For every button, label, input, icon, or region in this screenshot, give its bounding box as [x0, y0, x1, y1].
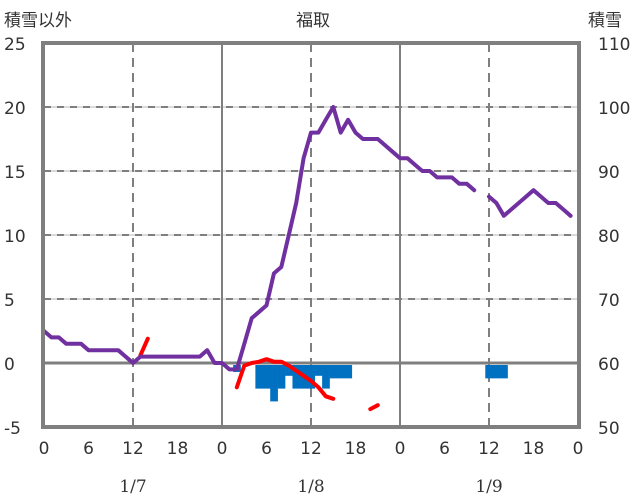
temperature-line	[368, 403, 380, 412]
y-tick-left: 15	[4, 163, 26, 183]
chart-title: 福取	[296, 11, 330, 31]
x-tick: 0	[395, 439, 406, 459]
precip-bar	[277, 365, 286, 389]
precip-bar	[485, 365, 494, 379]
precip-bar	[492, 365, 501, 379]
x-tick: 0	[217, 439, 228, 459]
y-tick-right: 110	[598, 35, 630, 55]
y-tick-right: 70	[598, 291, 620, 311]
precip-bar	[262, 365, 271, 389]
y-tick-left: 25	[4, 35, 26, 55]
x-tick: 6	[83, 439, 94, 459]
y-tick-right: 100	[598, 99, 630, 119]
precip-bar	[292, 365, 301, 389]
y-tick-right: 50	[598, 419, 620, 439]
y-tick-right: 60	[598, 355, 620, 375]
date-label: 1/9	[475, 477, 502, 497]
precip-bar	[329, 365, 338, 379]
precip-bar	[270, 365, 278, 402]
x-tick: 12	[478, 439, 500, 459]
precip-bar	[285, 365, 293, 376]
x-tick: 18	[523, 439, 545, 459]
y-tick-left: 10	[4, 227, 26, 247]
precip-bar	[307, 365, 316, 389]
x-tick: 18	[167, 439, 189, 459]
y-tick-left: 0	[4, 355, 15, 375]
y-tick-right: 80	[598, 227, 620, 247]
plot-frame	[41, 41, 581, 429]
x-tick: 0	[39, 439, 50, 459]
x-tick: 0	[573, 439, 584, 459]
x-tick: 6	[439, 439, 450, 459]
y-tick-left: 20	[4, 99, 26, 119]
temperature-line	[138, 336, 150, 358]
y-tick-left: 5	[4, 291, 15, 311]
x-tick: 18	[345, 439, 367, 459]
x-tick: 6	[261, 439, 272, 459]
right-axis-title: 積雪	[588, 11, 622, 31]
temperature-line	[234, 357, 336, 401]
precip-bar	[314, 365, 323, 376]
precip-bar	[500, 365, 508, 379]
precip-bar	[336, 365, 345, 379]
left-axis-title: 積雪以外	[4, 11, 72, 31]
snow-depth-line	[42, 105, 477, 372]
date-label: 1/7	[119, 477, 146, 497]
y-tick-right: 90	[598, 163, 620, 183]
y-tick-left: -5	[4, 419, 21, 439]
precip-bar	[255, 365, 264, 389]
date-label: 1/8	[297, 477, 324, 497]
precip-bar	[322, 365, 330, 389]
x-tick: 12	[300, 439, 322, 459]
snow-depth-line	[487, 188, 573, 218]
x-tick: 12	[122, 439, 144, 459]
precip-bar	[344, 365, 353, 379]
